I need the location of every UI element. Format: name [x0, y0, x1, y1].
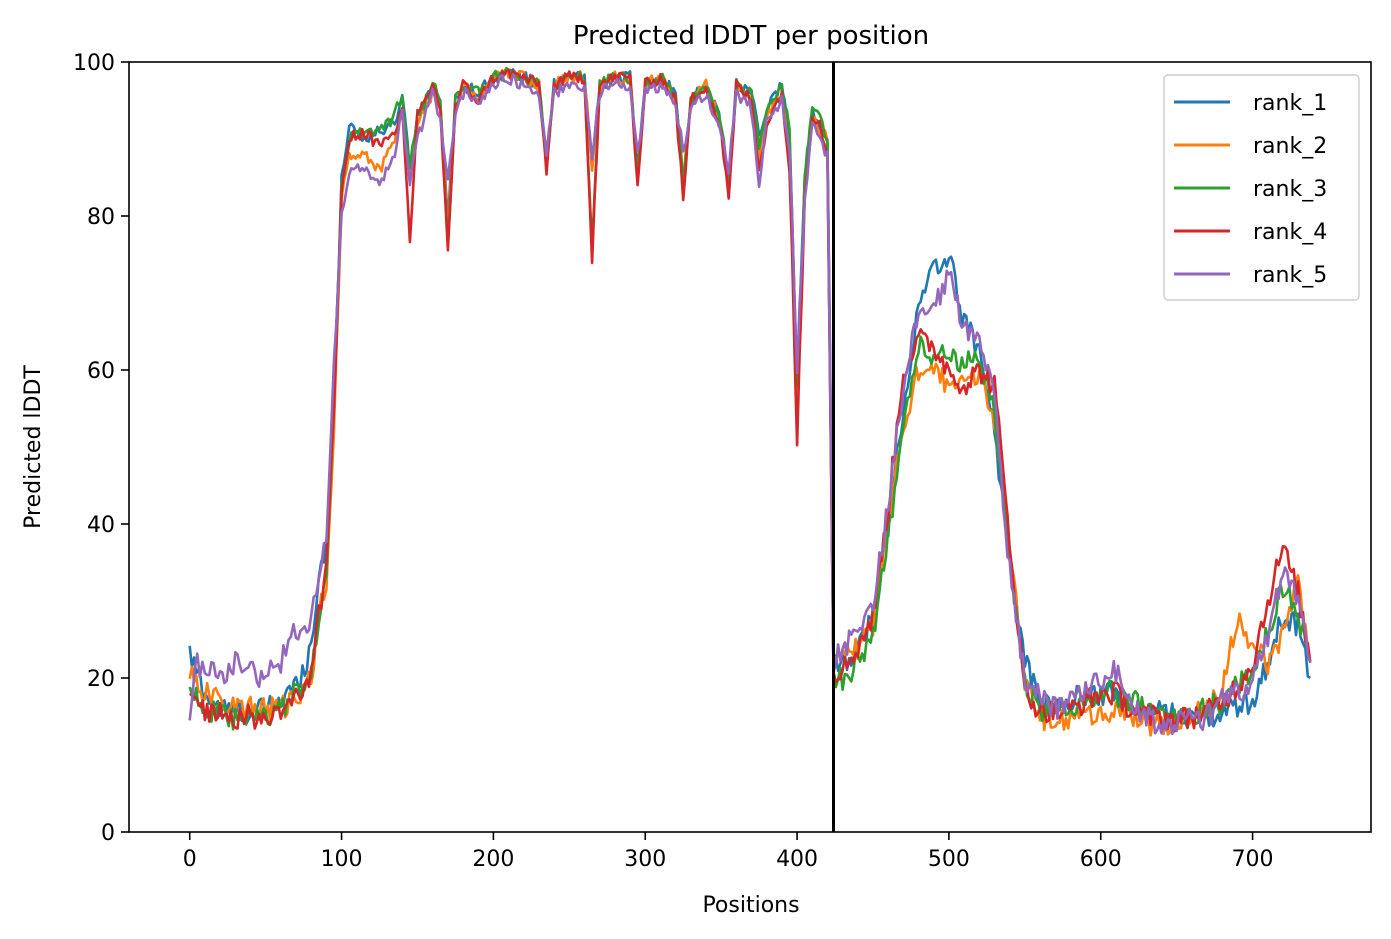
- series-line-rank_2: [188, 67, 1312, 737]
- legend-label-rank_1: rank_1: [1253, 91, 1327, 116]
- x-tick-label: 0: [183, 847, 197, 872]
- legend-label-rank_4: rank_4: [1253, 220, 1327, 245]
- y-tick-label: 0: [101, 821, 115, 846]
- x-axis-label: Positions: [702, 893, 799, 918]
- x-tick-label: 100: [321, 847, 363, 872]
- plot-frame: [128, 61, 1372, 833]
- x-tick-label: 300: [624, 847, 666, 872]
- x-tick-label: 500: [928, 847, 970, 872]
- y-tick-label: 80: [87, 205, 115, 230]
- y-tick-label: 60: [87, 359, 115, 384]
- x-tick-label: 200: [472, 847, 514, 872]
- series-line-rank_4: [189, 68, 1312, 733]
- x-axis: 0 100 200 300 400 500 600 700: [183, 832, 1274, 872]
- x-tick-label: 600: [1080, 847, 1122, 872]
- series-line-rank_3: [188, 67, 1312, 731]
- y-tick-label: 20: [87, 667, 115, 692]
- y-tick-label: 40: [87, 513, 115, 538]
- legend-label-rank_2: rank_2: [1253, 134, 1327, 159]
- plot-lines: [188, 67, 1312, 737]
- legend-box: [1163, 74, 1360, 301]
- y-axis: 0 20 40 60 80 100: [73, 51, 129, 846]
- y-axis-label: Predicted lDDT: [21, 365, 46, 529]
- chart-title: Predicted lDDT per position: [573, 21, 929, 51]
- legend-label-rank_3: rank_3: [1253, 177, 1327, 202]
- x-tick-label: 700: [1232, 847, 1274, 872]
- series-line-rank_5: [188, 73, 1312, 736]
- legend: rank_1 rank_2 rank_3 rank_4 rank_5: [1163, 74, 1360, 301]
- legend-items: rank_1 rank_2 rank_3 rank_4 rank_5: [1174, 91, 1327, 288]
- y-tick-label: 100: [73, 51, 115, 76]
- legend-label-rank_5: rank_5: [1253, 263, 1327, 288]
- x-tick-label: 400: [776, 847, 818, 872]
